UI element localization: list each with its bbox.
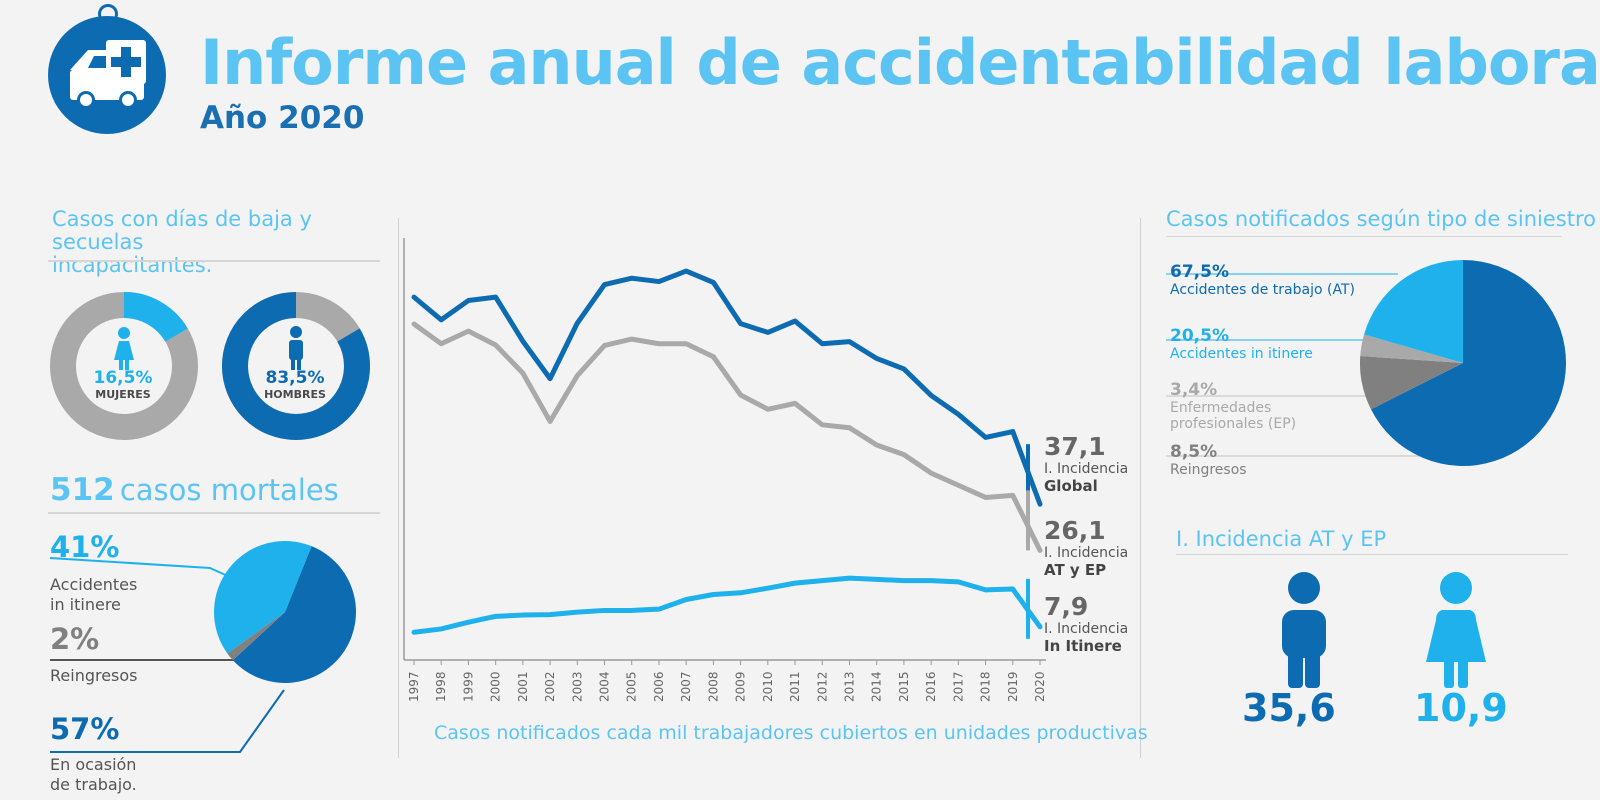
x-tick-label: 2017	[951, 671, 965, 702]
x-tick-label: 2013	[842, 671, 856, 702]
end-label-itinere: 7,9 I. Incidencia In Itinere	[1044, 592, 1129, 655]
page-title: Informe anual de accidentabilidad labora…	[200, 26, 1600, 99]
men-label: HOMBRES	[264, 388, 326, 401]
series-line-0	[411, 268, 1043, 507]
woman-icon	[1426, 572, 1486, 688]
days-title-line1: Casos con días de baja y secuelas	[52, 207, 312, 254]
x-tick-label: 2011	[788, 671, 802, 702]
pie-slice-1	[1360, 356, 1463, 410]
pie-slice-2	[1360, 334, 1463, 363]
x-tick-label: 2020	[1033, 671, 1047, 702]
type-item-reingresos: 8,5% Reingresos	[1170, 442, 1247, 478]
end-label-bar-1	[1026, 490, 1030, 551]
women-incidence-value: 10,9	[1414, 686, 1508, 730]
x-tick-label: 2019	[1006, 671, 1020, 702]
end-label-bar-0	[1026, 444, 1030, 505]
reingresos-pct: 2%	[50, 622, 100, 656]
women-label: MUJERES	[95, 388, 151, 401]
x-tick-label: 2018	[979, 671, 993, 702]
days-title-line2: incapacitantes.	[52, 253, 213, 277]
pie-slice-0	[232, 546, 356, 683]
days-section-title: Casos con días de baja y secuelas incapa…	[52, 208, 382, 277]
pie-slice-1	[227, 612, 285, 661]
x-tick-label: 2004	[598, 671, 612, 702]
pie-slice-3	[1364, 260, 1463, 363]
x-tick-label: 2008	[706, 671, 720, 702]
x-tick-label: 2006	[652, 671, 666, 702]
women-pct: 16,5%	[93, 368, 153, 388]
x-tick-label: 2010	[761, 671, 775, 702]
series-line-2	[411, 575, 1043, 635]
types-pie-chart	[1360, 260, 1566, 466]
x-tick-label: 2012	[815, 671, 829, 702]
mortal-label: casos mortales	[119, 473, 339, 507]
women-donut: 16,5% MUJERES	[50, 292, 198, 440]
divider	[1176, 554, 1568, 555]
type-item-itinere: 20,5% Accidentes in itinere	[1170, 326, 1313, 362]
divider	[1140, 218, 1141, 758]
x-tick-label: 2009	[734, 671, 748, 702]
ambulance-icon	[48, 16, 166, 134]
divider	[48, 512, 380, 514]
types-section-title: Casos notificados según tipo de siniestr…	[1166, 207, 1596, 231]
type-item-at: 67,5% Accidentes de trabajo (AT)	[1170, 262, 1355, 298]
series-line-1	[411, 321, 1043, 553]
end-label-global: 37,1 I. Incidencia Global	[1044, 432, 1129, 495]
mortal-count: 512	[50, 472, 115, 508]
page-subtitle: Año 2020	[200, 100, 365, 136]
man-icon	[289, 326, 303, 370]
incidence-section-title: I. Incidencia AT y EP	[1176, 527, 1387, 551]
itinere-label: Accidentes in itinere	[50, 575, 138, 614]
men-pct: 83,5%	[265, 368, 325, 388]
type-item-ep: 3,4% Enfermedades profesionales (EP)	[1170, 380, 1297, 432]
end-label-at-ep: 26,1 I. Incidencia AT y EP	[1044, 516, 1129, 579]
x-tick-label: 2002	[543, 671, 557, 702]
x-tick-label: 2014	[870, 671, 884, 702]
men-incidence-value: 35,6	[1242, 686, 1336, 730]
man-icon	[1282, 572, 1326, 688]
x-tick-label: 1998	[434, 671, 448, 702]
pie-slice-2	[214, 541, 312, 654]
men-donut-arc	[222, 292, 370, 440]
divider	[48, 260, 380, 262]
x-tick-label: 2016	[924, 671, 938, 702]
x-tick-label: 1999	[461, 671, 475, 702]
divider	[1166, 236, 1562, 237]
chart-caption: Casos notificados cada mil trabajadores …	[434, 722, 1148, 744]
divider	[398, 218, 399, 758]
reingresos-label: Reingresos	[50, 666, 138, 685]
x-tick-label: 2001	[516, 671, 530, 702]
x-tick-label: 2015	[897, 671, 911, 702]
ocasion-pct: 57%	[50, 712, 120, 746]
ocasion-label: En ocasión de trabajo.	[50, 755, 137, 794]
mortal-heading: 512 casos mortales	[50, 472, 339, 508]
x-tick-label: 2000	[489, 671, 503, 702]
x-tick-label: 1997	[407, 671, 421, 702]
incidence-line-chart: 1997 1998 1999 2000 2001 2002 2003 2004 2005 2006…	[403, 238, 1047, 702]
women-donut-arc	[50, 292, 198, 440]
end-label-bar-2	[1026, 578, 1030, 639]
x-tick-label: 2005	[625, 671, 639, 702]
x-tick-label: 2003	[570, 671, 584, 702]
mortal-pie-chart	[214, 541, 356, 683]
pie-slice-0	[1371, 260, 1566, 466]
men-donut: 83,5% HOMBRES	[222, 292, 370, 440]
woman-icon	[114, 327, 134, 370]
x-tick-label: 2007	[679, 671, 693, 702]
